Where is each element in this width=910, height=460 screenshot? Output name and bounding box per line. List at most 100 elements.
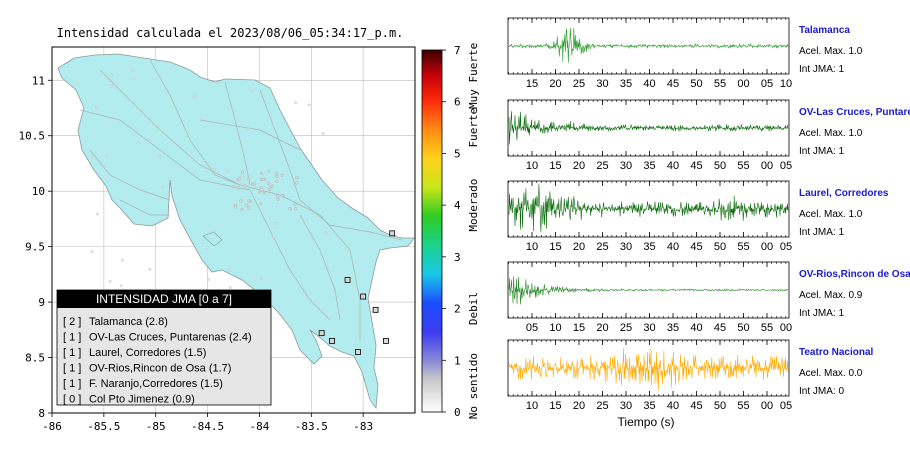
- town-dot: [131, 68, 135, 72]
- town-dot: [266, 181, 270, 185]
- town-dot: [243, 184, 247, 188]
- map-frame: [51, 46, 416, 414]
- town-dot: [240, 174, 244, 178]
- waveform-tick-label: 15: [526, 78, 538, 90]
- waveform-tick-label: 35: [643, 400, 655, 412]
- town-dot: [236, 186, 241, 190]
- station-name: Talamanca: [799, 25, 850, 36]
- waveform-tick-label: 45: [690, 160, 702, 172]
- waveform-tick-label: 40: [667, 400, 679, 412]
- legend-item-code: [ 1 ]: [63, 347, 81, 359]
- station-marker: [360, 293, 367, 300]
- waveform-tick-label: 10: [526, 160, 538, 172]
- town-dot: [212, 168, 216, 171]
- waveform-tick-label: 40: [667, 241, 679, 253]
- station-name: OV-Rios,Rincon de Osa: [799, 269, 910, 280]
- town-dot: [276, 197, 280, 202]
- waveform-xlabel: Tiempo (s): [618, 415, 675, 429]
- town-dot: [250, 89, 254, 93]
- town-dot: [247, 199, 251, 203]
- map-tick-label-y: 8.5: [25, 352, 45, 365]
- town-dot: [225, 169, 229, 173]
- town-dots: [90, 68, 328, 310]
- waveform-tick-label: 05: [761, 78, 773, 90]
- legend-item-code: [ 1 ]: [63, 332, 81, 344]
- station-marker: [329, 338, 335, 344]
- town-dot: [237, 177, 242, 181]
- town-dot: [247, 206, 251, 210]
- station-name: Teatro Nacional: [799, 347, 873, 358]
- town-dot: [295, 181, 299, 185]
- station-peak-accel: Acel. Max. 1.0: [799, 209, 863, 220]
- waveform-tick-label: 05: [526, 322, 538, 334]
- map-axis-ticks: -86 -85.5 -85 -84.5 -84 -83.5 -83 11 10.5 10 9.5 9 8…: [19, 74, 374, 433]
- legend-item-code: [ 0 ]: [63, 394, 81, 406]
- town-dot: [294, 101, 297, 105]
- station-peak-accel: Acel. Max. 0.9: [799, 290, 863, 301]
- town-dot: [132, 77, 136, 81]
- colorbar-tick-label: 5: [454, 147, 461, 160]
- town-dot: [259, 201, 263, 206]
- station-markers: [318, 230, 396, 355]
- waveform-tick-label: 40: [690, 322, 702, 334]
- town-dot: [241, 181, 245, 184]
- colorbar-tick-label: 4: [454, 199, 461, 212]
- map-tick-label-y: 11: [32, 74, 45, 87]
- town-dot: [261, 177, 265, 181]
- legend-item-code: [ 2 ]: [63, 316, 81, 328]
- waveform-tick-label: 25: [596, 400, 608, 412]
- waveform-panel: 10 15 20 25 30 35 40 45 50 55 00 05 Laurel, Corredor…: [507, 180, 889, 253]
- town-dot: [240, 170, 244, 174]
- waveform-tick-label: 15: [549, 241, 561, 253]
- colorbar-ticks: 0 1 2 3 4 5 6 7: [442, 44, 461, 419]
- waveform-tick-label: 55: [737, 400, 749, 412]
- waveform-tick-label: 40: [667, 160, 679, 172]
- town-dot: [193, 94, 197, 98]
- waveform-trace: [508, 347, 789, 390]
- town-dot: [275, 179, 279, 183]
- town-dot: [274, 171, 278, 175]
- town-dot: [105, 154, 109, 157]
- legend-title: INTENSIDAD JMA [0 a 7]: [96, 292, 232, 306]
- colorbar-category-label: No sentido: [467, 353, 480, 419]
- waveform-panel: 10 15 20 25 30 35 40 45 50 55 00 05 OV-Las Cruces, P…: [507, 99, 910, 172]
- map-tick-label-x: -85: [146, 420, 166, 433]
- waveform-tick-label: 50: [690, 78, 702, 90]
- station-intensity: Int JMA: 1: [799, 146, 844, 157]
- town-dot: [259, 172, 264, 176]
- waveform-tick-label: 00: [737, 78, 749, 90]
- town-dot: [293, 202, 297, 206]
- town-dot: [121, 259, 124, 262]
- waveform-tick-label: 55: [737, 160, 749, 172]
- colorbar-tick-label: 0: [454, 406, 461, 419]
- town-dot: [272, 236, 276, 239]
- waveform-tick-label: 15: [573, 322, 585, 334]
- colorbar-category-label: Debil: [467, 292, 480, 325]
- map-title: Intensidad calculada el 2023/08/06_05:34…: [57, 26, 404, 40]
- station-marker: [389, 230, 396, 237]
- map-tick-label-y: 10: [32, 185, 45, 198]
- colorbar: 0 1 2 3 4 5 6 7 No sentido Debil Moderado FuerteMu…: [421, 43, 480, 419]
- waveform-tick-label: 30: [596, 78, 608, 90]
- waveform-tick-label: 25: [596, 160, 608, 172]
- intensity-legend: INTENSIDAD JMA [0 a 7] [ 2 ] Talamanca (2…: [56, 289, 272, 406]
- waveform-tick-label: 15: [549, 160, 561, 172]
- town-dot: [137, 141, 140, 145]
- legend-item-name: OV-Rios,Rincon de Osa (1.7): [89, 363, 231, 375]
- town-dot: [321, 132, 325, 135]
- town-dot: [275, 222, 278, 225]
- town-dot: [231, 184, 235, 189]
- map-tick-label-y: 9.5: [25, 241, 45, 254]
- station-name: OV-Las Cruces, Puntarenas: [799, 107, 910, 118]
- waveform-tick-label: 20: [596, 322, 608, 334]
- town-dot: [251, 182, 255, 186]
- waveform-tick-label: 05: [780, 400, 792, 412]
- legend-item-name: Col Pto Jimenez (0.9): [89, 394, 195, 406]
- waveform-tick-label: 00: [761, 160, 773, 172]
- town-dot: [96, 212, 100, 216]
- costa-rica-landmass: [57, 53, 415, 410]
- town-dot: [217, 81, 220, 84]
- waveform-tick-label: 35: [643, 160, 655, 172]
- waveform-tick-label: 30: [620, 160, 632, 172]
